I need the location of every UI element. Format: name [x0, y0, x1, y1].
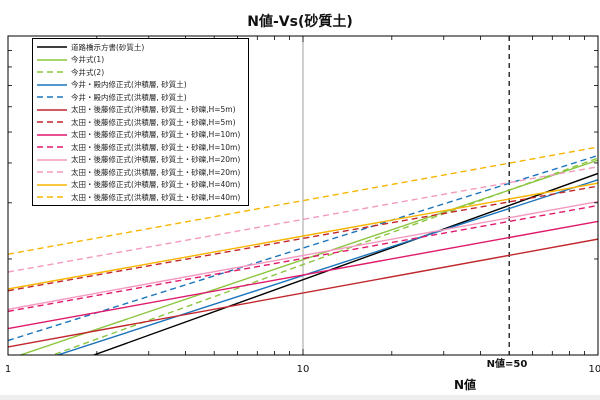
legend-line-icon — [37, 133, 67, 136]
legend-line-icon — [37, 183, 67, 186]
legend-line-icon — [37, 46, 67, 49]
legend-label: 道路橋示方書(砂質土) — [71, 42, 145, 52]
x-tick-label: 1 — [5, 364, 11, 375]
legend-line-icon — [37, 171, 67, 174]
legend-label: 太田・後藤修正式(洪積層, 砂質土・砂礫,H=5m) — [71, 117, 236, 127]
x-axis-label: N値 — [454, 377, 476, 392]
series-line — [8, 220, 598, 330]
series-group — [8, 146, 598, 355]
legend-item: 太田・後藤修正式(沖積層, 砂質土・砂礫,H=40m) — [37, 179, 244, 192]
legend-line-icon — [37, 121, 67, 124]
x-tick-label: 100 — [588, 364, 600, 375]
legend-label: 太田・後藤修正式(洪積層, 砂質土・砂礫,H=40m) — [71, 192, 241, 202]
legend-line-icon — [37, 196, 67, 199]
legend-line-icon — [37, 83, 67, 86]
legend-line-icon — [37, 158, 67, 161]
legend-label: 太田・後藤修正式(沖積層, 砂質土・砂礫,H=10m) — [71, 130, 241, 140]
legend-item: 今井・殿内修正式(洪積層, 砂質土) — [37, 91, 244, 104]
legend-label: 太田・後藤修正式(洪積層, 砂質土・砂礫,H=10m) — [71, 142, 241, 152]
legend-label: 今井式(2) — [71, 67, 105, 77]
legend-line-icon — [37, 58, 67, 61]
legend-item: 太田・後藤修正式(洪積層, 砂質土・砂礫,H=40m) — [37, 191, 244, 204]
legend-label: 太田・後藤修正式(沖積層, 砂質土・砂礫,H=20m) — [71, 155, 241, 165]
series-line — [50, 157, 598, 355]
bottom-border — [0, 395, 600, 400]
legend-item: 道路橋示方書(砂質土) — [37, 41, 244, 54]
n50-annotation: N値=50 — [487, 357, 528, 370]
legend-item: 太田・後藤修正式(洪積層, 砂質土・砂礫,H=20m) — [37, 166, 244, 179]
legend-line-icon — [37, 96, 67, 99]
chart-title: N値-Vs(砂質土) — [247, 13, 353, 30]
legend-item: 太田・後藤修正式(沖積層, 砂質土・砂礫,H=5m) — [37, 104, 244, 117]
series-line — [8, 154, 598, 342]
series-line — [8, 238, 598, 348]
x-tick-label: 10 — [297, 364, 310, 375]
legend-line-icon — [37, 108, 67, 111]
series-line — [8, 200, 598, 311]
legend-item: 今井・殿内修正式(沖積層, 砂質土) — [37, 79, 244, 92]
legend-item: 今井式(1) — [37, 54, 244, 67]
series-line — [91, 172, 598, 355]
legend-item: 太田・後藤修正式(沖積層, 砂質土・砂礫,H=20m) — [37, 154, 244, 167]
legend-line-icon — [37, 146, 67, 149]
legend-label: 今井式(1) — [71, 55, 105, 65]
legend-item: 今井式(2) — [37, 66, 244, 79]
legend-line-icon — [37, 71, 67, 74]
legend-label: 今井・殿内修正式(沖積層, 砂質土) — [71, 80, 187, 90]
legend: 道路橋示方書(砂質土) 今井式(1) 今井式(2) 今井・殿内修正式(沖積層, 砂質土… — [32, 38, 249, 206]
legend-label: 太田・後藤修正式(洪積層, 砂質土・砂礫,H=20m) — [71, 167, 241, 177]
legend-label: 今井・殿内修正式(洪積層, 砂質土) — [71, 92, 187, 102]
legend-label: 太田・後藤修正式(沖積層, 砂質土・砂礫,H=40m) — [71, 180, 241, 190]
legend-item: 太田・後藤修正式(沖積層, 砂質土・砂礫,H=10m) — [37, 129, 244, 142]
legend-label: 太田・後藤修正式(沖積層, 砂質土・砂礫,H=5m) — [71, 105, 236, 115]
legend-item: 太田・後藤修正式(洪積層, 砂質土・砂礫,H=5m) — [37, 116, 244, 129]
legend-item: 太田・後藤修正式(洪積層, 砂質土・砂礫,H=10m) — [37, 141, 244, 154]
series-line — [8, 182, 598, 290]
